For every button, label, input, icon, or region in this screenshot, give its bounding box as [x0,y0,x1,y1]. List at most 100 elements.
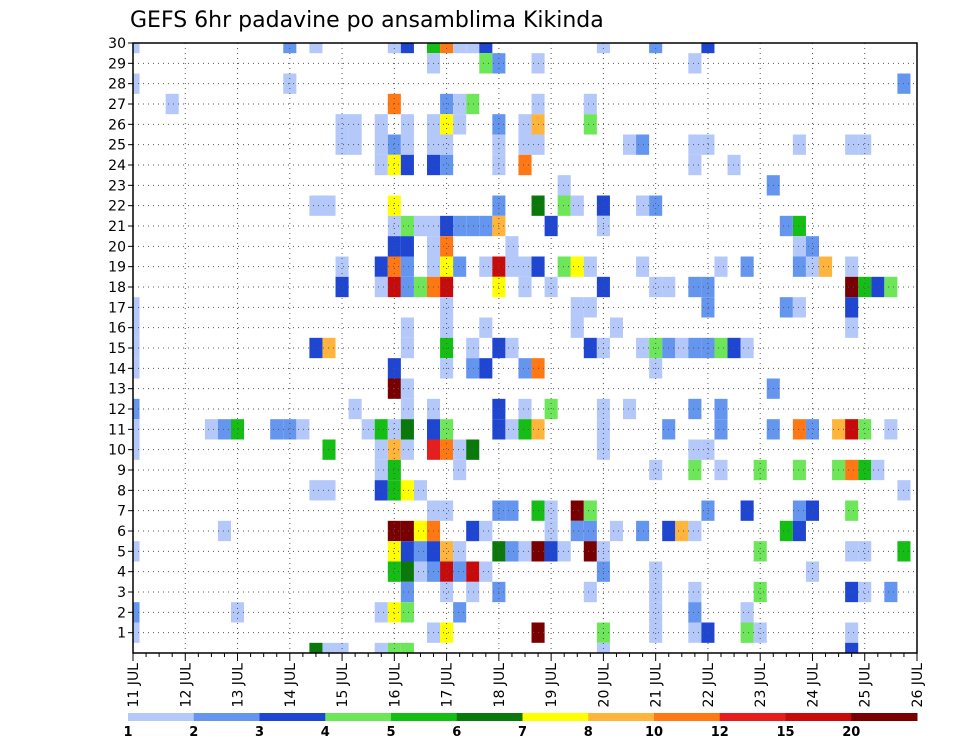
precip-cell [649,337,663,359]
precip-cell [544,520,558,542]
x-tick-label: 24 JUL [805,663,821,708]
precip-cell [440,215,454,237]
x-tick-label: 13 JUL [231,663,247,708]
precip-cell [518,154,532,176]
precip-cell [596,642,610,653]
precip-cell [400,43,414,54]
y-tick-label: 10 [108,443,126,459]
y-tick-label: 5 [117,544,126,560]
precip-cell [400,642,414,653]
precip-cell [309,642,323,653]
precip-cell [348,114,362,135]
x-tick-label: 23 JUL [753,663,769,708]
precip-cell [753,541,767,562]
precip-cell [557,256,571,277]
precip-cell [792,215,806,237]
precip-cell [133,73,140,94]
precip-cell [400,602,414,623]
y-tick-label: 6 [117,524,126,540]
precip-cell [871,276,885,298]
precip-cell [819,256,833,277]
precip-cell [649,276,663,298]
precip-cell [453,561,467,582]
precip-cell [583,93,597,115]
precip-cell [387,419,401,440]
colorbar-swatch [719,713,786,721]
precip-cell [557,195,571,216]
precip-cell [727,154,741,176]
precip-cell [557,175,571,196]
precip-cell [858,134,872,155]
precip-cell [753,581,767,603]
precip-cell [505,419,519,440]
precip-cell [387,154,401,176]
chart-title: GEFS 6hr padavine po ansamblima Kikinda [130,8,604,33]
x-tick-label: 25 JUL [858,663,874,708]
precip-cell [466,520,480,542]
x-tick-label: 15 JUL [335,663,351,708]
precip-cell [518,256,532,277]
x-tick-label: 18 JUL [492,663,508,708]
precip-cell [858,459,872,481]
precip-cell [792,500,806,521]
precip-cell [623,134,637,155]
precip-cell [518,114,532,135]
precip-cell [636,134,650,155]
precip-cell [479,317,493,338]
y-tick-label: 19 [108,260,126,276]
precip-cell [133,602,140,623]
y-tick-label: 27 [108,97,126,113]
precipitation-cells [133,43,911,653]
precip-cell [453,439,467,460]
precip-cell [792,256,806,277]
precip-cell [466,439,480,460]
precip-cell [714,419,728,440]
precip-cell [845,581,859,603]
precip-cell [335,256,349,277]
y-tick-label: 17 [108,300,126,316]
colorbar-swatch [259,713,326,721]
precip-cell [413,480,427,501]
precip-cell [701,337,715,359]
precip-cell [335,134,349,155]
precip-cell [805,561,819,582]
precip-cell [845,256,859,277]
precip-cell [387,541,401,562]
grid-lines [133,43,917,653]
colorbar-swatch [654,713,721,721]
precip-cell [779,215,793,237]
precip-cell [387,276,401,298]
precip-cell [505,541,519,562]
precip-cell [217,419,231,440]
precip-cell [740,622,754,643]
precip-cell [649,459,663,481]
precip-cell [845,459,859,481]
precip-cell [387,215,401,237]
precip-cell [335,276,349,298]
precip-cell [609,317,623,338]
y-tick-label: 21 [108,219,126,235]
precip-cell [440,154,454,176]
precip-cell [374,480,388,501]
precip-cell [309,43,323,54]
precip-cell [453,459,467,481]
precip-cell [322,439,336,460]
precip-cell [858,581,872,603]
colorbar-label: 4 [321,725,330,740]
precip-cell [387,602,401,623]
precip-cell [688,622,702,643]
precip-cell [374,602,388,623]
precip-cell [688,459,702,481]
y-tick-label: 15 [108,341,126,357]
precip-cell [871,459,885,481]
precip-cell [649,581,663,603]
precip-cell [740,602,754,623]
precip-cell [387,480,401,501]
y-tick-label: 7 [117,504,126,520]
precip-cell [570,317,584,338]
precip-cell [133,297,140,318]
precip-cell [479,256,493,277]
x-tick-label: 20 JUL [596,663,612,708]
precip-cell [400,378,414,399]
y-tick-label: 12 [108,402,126,418]
